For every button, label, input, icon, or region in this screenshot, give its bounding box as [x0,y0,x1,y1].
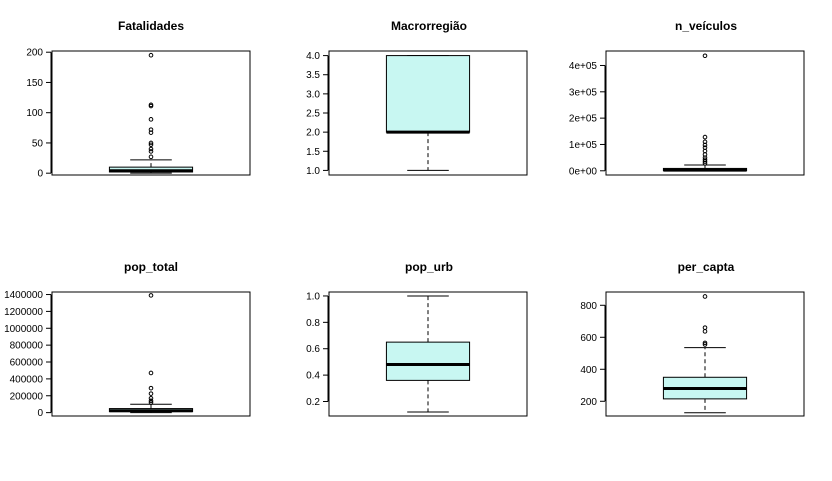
outlier-point [148,398,154,404]
outlier-point [148,400,154,405]
y-tick-label: 0 [37,408,43,419]
y-tick-label: 0.4 [306,371,320,382]
y-tick-label: 1.5 [306,147,320,158]
y-tick-label: 1400000 [4,290,43,301]
y-tick-label: 0.8 [306,318,320,329]
y-tick-label: 1e+05 [569,140,598,151]
y-tick-label: 0.6 [306,344,320,355]
outlier-point [702,159,708,164]
y-tick-label: 1.0 [306,291,320,302]
panel-pop-urb: pop_urb 0.2 0.4 0.6 0.8 1.0 [306,260,528,417]
panel-per-capta: per_capta 200 400 600 800 [580,260,805,417]
outlier-point [148,385,154,391]
chart-title: pop_total [124,260,178,274]
iqr-box [385,55,471,133]
outlier-point [148,140,154,146]
y-tick-label: 0 [37,169,43,180]
y-tick-label: 1.0 [306,166,320,177]
y-tick-label: 600000 [10,358,44,369]
outlier-point [148,391,154,396]
outlier-point [702,142,708,148]
y-tick-label: 800000 [10,341,44,352]
y-tick-label: 50 [32,138,44,149]
outlier-point [702,161,708,166]
panel-macrorregiao: Macrorregião 1.0 1.5 2.0 2.5 3.0 3.5 4.0 [306,19,528,177]
y-tick-label: 150 [26,78,43,89]
y-tick-label: 600 [580,333,597,344]
y-tick-label: 2.0 [306,128,320,139]
outlier-point [148,293,154,298]
y-tick-label: 800 [580,301,597,312]
plot-frame [328,50,528,176]
outlier-point [148,127,154,132]
outlier-point [702,340,708,346]
chart-title: n_veículos [675,19,737,33]
y-tick-label: 200 [26,48,43,59]
y-tick-label: 3e+05 [569,87,598,98]
y-tick-label: 100 [26,108,43,119]
outlier-point [148,146,154,152]
outlier-point [148,103,154,109]
plot-frame [51,291,251,417]
panel-pop-total: pop_total 0 200000 400000 600000 800000 10000… [4,260,251,419]
outlier-point [148,52,154,58]
y-tick-label: 1200000 [4,307,43,318]
outlier-point [148,142,154,148]
outlier-point [148,149,154,154]
chart-title: per_capta [678,260,735,274]
y-tick-label: 4.0 [306,51,320,62]
outlier-point [148,395,154,401]
outlier-point [148,154,154,160]
y-tick-label: 1000000 [4,324,43,335]
outlier-point [148,130,154,135]
y-tick-label: 200 [580,397,597,408]
outlier-point [702,325,708,330]
plot-frame [605,50,805,176]
chart-title: Fatalidades [118,19,184,33]
outlier-point [702,329,708,334]
y-tick-label: 3.0 [306,89,320,100]
y-tick-label: 0.2 [306,397,320,408]
y-tick-label: 0e+00 [569,166,598,177]
y-tick-label: 200000 [10,391,44,402]
outlier-point [148,117,154,122]
y-tick-label: 2.5 [306,109,320,120]
y-tick-label: 2e+05 [569,114,598,125]
y-tick-label: 400 [580,365,597,376]
outlier-point [702,342,708,347]
iqr-box [385,341,471,381]
panel-fatalidades: Fatalidades 0 50 100 150 200 [26,19,251,180]
outlier-point [702,53,708,59]
y-tick-label: 400000 [10,374,44,385]
plot-frame [51,50,251,176]
plot-frame [328,291,528,417]
outlier-point [702,294,708,299]
y-tick-label: 3.5 [306,70,320,81]
chart-title: pop_urb [405,260,453,274]
plot-frame [605,291,805,417]
outlier-point [148,370,154,376]
chart-title: Macrorregião [391,19,467,33]
panel-n-veiculos: n_veículos 0e+00 1e+05 2e+05 3e+05 4e+05 [569,19,805,177]
y-tick-label: 4e+05 [569,61,598,72]
outlier-point [702,134,708,140]
